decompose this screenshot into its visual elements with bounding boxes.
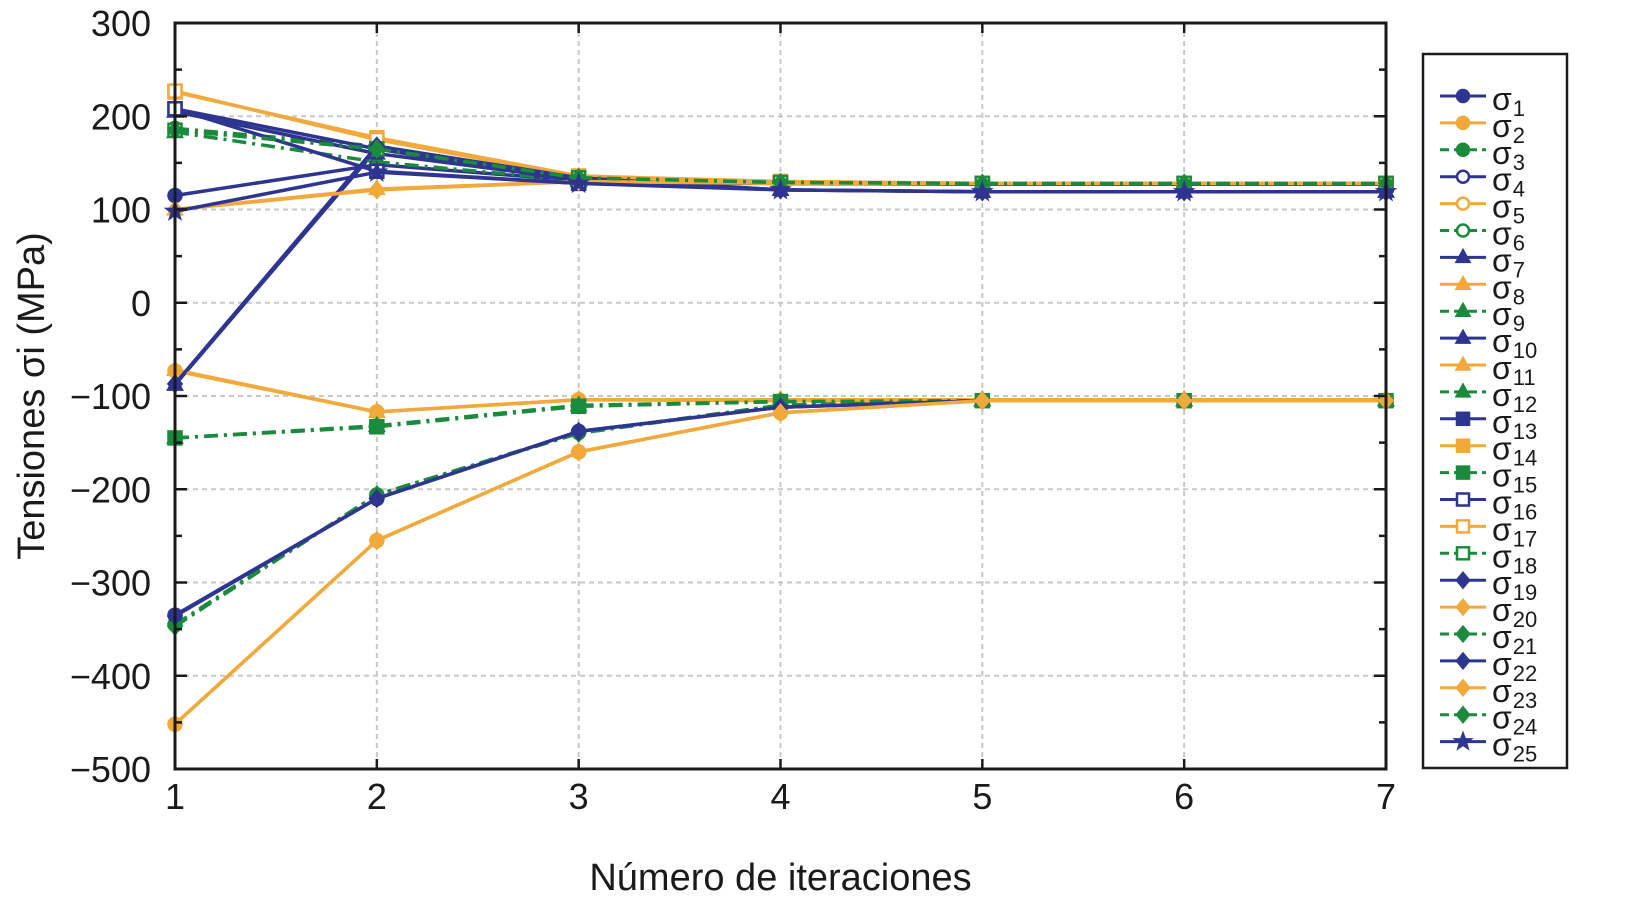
legend-marker (1455, 519, 1471, 534)
series-25 (163, 160, 1398, 221)
legend-marker (1455, 651, 1471, 671)
legend-marker (1455, 223, 1471, 238)
legend-marker (1455, 546, 1471, 561)
data-point (567, 171, 591, 194)
legend-item: σ2 (1440, 108, 1525, 148)
legend-label: σ9 (1492, 296, 1525, 336)
legend-marker (1454, 355, 1472, 371)
x-tick-label: 6 (1174, 776, 1194, 817)
legend: σ1σ2σ3σ4σ5σ6σ7σ8σ9σ10σ11σ12σ13σ14σ15σ16σ… (1421, 52, 1569, 770)
legend-marker (1455, 169, 1471, 184)
data-point (1176, 390, 1193, 411)
data-point (570, 442, 587, 462)
legend-item: σ12 (1440, 377, 1537, 417)
y-tick-label: −300 (70, 563, 151, 604)
data-point (974, 390, 991, 411)
legend-marker (1455, 705, 1471, 724)
data-point (368, 139, 385, 159)
series-23 (166, 390, 1395, 734)
legend-marker (1455, 115, 1471, 131)
legend-frame (1421, 52, 1569, 770)
axis-ticks: 1 2 3 4 5 6 7 300 200 100 0 −100 −200 −300 −400 −500 (70, 3, 1396, 817)
y-tick-label: −100 (70, 376, 151, 417)
x-tick-label: 3 (569, 776, 589, 817)
data-point (769, 177, 792, 200)
data-point (368, 488, 385, 509)
legend-marker (1455, 196, 1471, 211)
data-point (369, 419, 385, 435)
legend-marker (1455, 438, 1471, 453)
legend-marker (1455, 492, 1471, 507)
data-point (368, 180, 385, 200)
x-tick-label: 7 (1376, 776, 1396, 817)
data-point (1172, 179, 1196, 202)
legend-marker (1455, 678, 1471, 697)
legend-item: σ7 (1440, 242, 1525, 282)
y-tick-label: 300 (91, 3, 151, 44)
legend-marker (1454, 301, 1472, 317)
x-tick-label: 2 (367, 776, 387, 817)
data-point (570, 398, 587, 415)
legend-marker (1455, 624, 1471, 644)
legend-marker (1454, 247, 1472, 264)
x-axis-label: Número de iteraciones (589, 857, 971, 899)
x-tick-label: 4 (770, 776, 790, 817)
y-tick-label: −400 (70, 656, 151, 697)
legend-marker (1454, 328, 1472, 344)
data-point (570, 421, 587, 442)
series-layer (163, 83, 1398, 734)
y-tick-label: −200 (70, 469, 151, 510)
data-point (368, 530, 385, 551)
y-tick-label: 100 (91, 190, 151, 231)
legend-marker (1452, 730, 1474, 751)
data-point (970, 179, 994, 202)
y-tick-label: 0 (131, 283, 151, 324)
x-tick-label: 5 (972, 776, 992, 817)
legend-marker (1454, 382, 1472, 398)
y-tick-label: 200 (91, 96, 151, 137)
legend-marker (1454, 274, 1472, 291)
y-axis-label: Tensiones σi (MPa) (11, 232, 53, 560)
legend-marker (1455, 465, 1471, 480)
legend-item: σ9 (1440, 296, 1525, 336)
data-point (365, 160, 389, 182)
legend-label: σ2 (1492, 108, 1525, 148)
x-tick-label: 1 (165, 776, 185, 817)
data-point (772, 403, 789, 423)
legend-marker (1455, 88, 1471, 104)
y-tick-label: −500 (70, 749, 151, 790)
legend-marker (1455, 571, 1471, 590)
legend-marker (1455, 142, 1471, 158)
legend-marker (1455, 411, 1471, 427)
legend-marker (1455, 597, 1471, 617)
legend-label: σ7 (1492, 242, 1525, 282)
